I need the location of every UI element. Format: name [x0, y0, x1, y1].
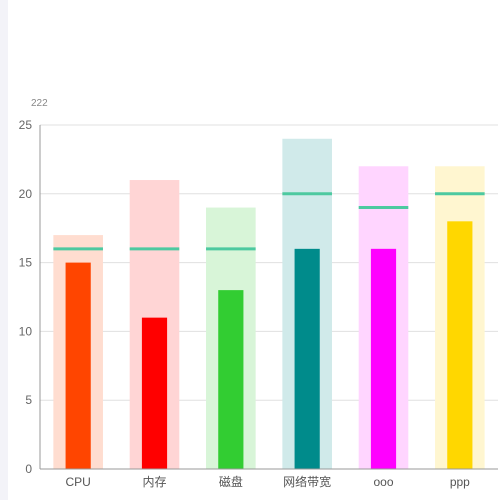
- value-bar: [294, 248, 320, 469]
- x-category-label: ooo: [373, 475, 393, 489]
- x-category-label: 内存: [142, 475, 166, 489]
- value-bar: [370, 248, 397, 469]
- y-tick-label: 5: [25, 393, 32, 407]
- value-bar: [447, 221, 473, 469]
- y-tick-label: 20: [19, 187, 33, 201]
- left-edge-strip: [0, 0, 8, 500]
- value-bar: [218, 290, 244, 469]
- x-category-label: 磁盘: [219, 474, 243, 489]
- y-tick-label: 25: [19, 118, 33, 132]
- y-tick-label: 10: [19, 324, 33, 338]
- y-tick-label: 0: [25, 462, 32, 476]
- value-bar: [141, 317, 168, 469]
- y-tick-label: 15: [19, 256, 33, 270]
- x-category-label: 网络带宽: [283, 474, 331, 489]
- value-bar: [65, 262, 91, 469]
- y-axis-unit-label: 222: [31, 98, 48, 109]
- x-category-label: CPU: [65, 475, 90, 489]
- x-category-label: ppp: [450, 475, 470, 489]
